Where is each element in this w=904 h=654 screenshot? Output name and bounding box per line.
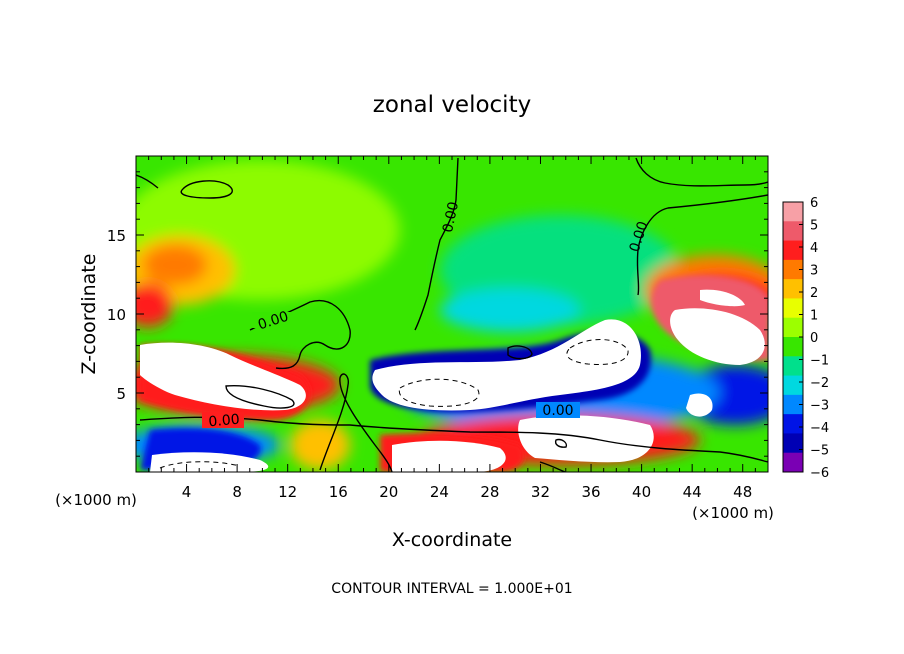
- colorbar-swatch: [783, 394, 803, 415]
- y-tick-label: 10: [107, 306, 126, 324]
- chart-title: zonal velocity: [373, 92, 531, 118]
- colorbar-swatch: [783, 202, 803, 222]
- colorbar-swatch: [783, 279, 803, 299]
- colorbar-tick-label: 5: [810, 219, 818, 234]
- x-tick-label: 40: [632, 483, 651, 501]
- y-tick-label: 15: [107, 227, 126, 245]
- colorbar-swatch: [783, 298, 803, 319]
- colorbar-swatch: [783, 259, 803, 280]
- x-tick-label: 36: [581, 483, 600, 501]
- colorbar-tick-label: −3: [810, 399, 829, 414]
- contour-label: 0.00: [542, 403, 573, 419]
- contour-interval-footer: CONTOUR INTERVAL = 1.000E+01: [331, 581, 572, 597]
- x-tick-label: 8: [232, 483, 242, 501]
- x-unit-label-right: (×1000 m): [692, 504, 774, 522]
- colorbar-tick-label: 2: [810, 286, 818, 301]
- colorbar-tick-label: −5: [810, 444, 829, 459]
- colorbar: 6 5 4 3 2 1 0 −1 −2 −3 −4 −5 −6: [782, 196, 829, 481]
- colorbar-swatch: [783, 375, 803, 396]
- colorbar-swatch: [783, 337, 803, 357]
- colorbar-swatch: [783, 317, 803, 338]
- colorbar-swatch: [783, 356, 803, 377]
- colorbar-tick-label: 6: [810, 196, 818, 211]
- colorbar-swatch: [783, 414, 803, 434]
- contour-label: 0.00: [208, 412, 240, 431]
- x-tick-label: 4: [182, 483, 192, 501]
- x-tick-label: 32: [531, 483, 550, 501]
- x-axis-label: X-coordinate: [392, 529, 512, 551]
- x-unit-label-left: (×1000 m): [55, 491, 137, 509]
- colorbar-swatch: [783, 452, 803, 473]
- colorbar-swatch: [783, 240, 803, 261]
- colorbar-swatch: [783, 221, 803, 242]
- colorbar-swatch: [783, 433, 803, 454]
- y-axis-label: Z-coordinate: [78, 254, 100, 375]
- contour-lines: [136, 157, 768, 472]
- x-tick-label: 16: [329, 483, 348, 501]
- negative-contours: [159, 339, 629, 469]
- x-tick-label: 24: [430, 483, 449, 501]
- colorbar-tick-label: −6: [810, 466, 829, 481]
- x-tick-label: 44: [683, 483, 702, 501]
- colorbar-tick-label: 0: [810, 331, 818, 346]
- x-tick-label: 48: [733, 483, 752, 501]
- x-tick-label: 20: [379, 483, 398, 501]
- colorbar-tick-label: 1: [810, 309, 818, 324]
- colorbar-tick-label: 4: [810, 241, 818, 256]
- colorbar-tick-label: −4: [810, 421, 829, 436]
- colorbar-tick-label: −1: [810, 354, 829, 369]
- colorbar-tick-label: 3: [810, 264, 818, 279]
- contour-label: 0.00: [440, 200, 462, 234]
- x-tick-label: 12: [278, 483, 297, 501]
- velocity-field: [136, 156, 768, 472]
- colorbar-tick-label: −2: [810, 376, 829, 391]
- x-tick-label: 28: [480, 483, 499, 501]
- y-tick-label: 5: [116, 385, 126, 403]
